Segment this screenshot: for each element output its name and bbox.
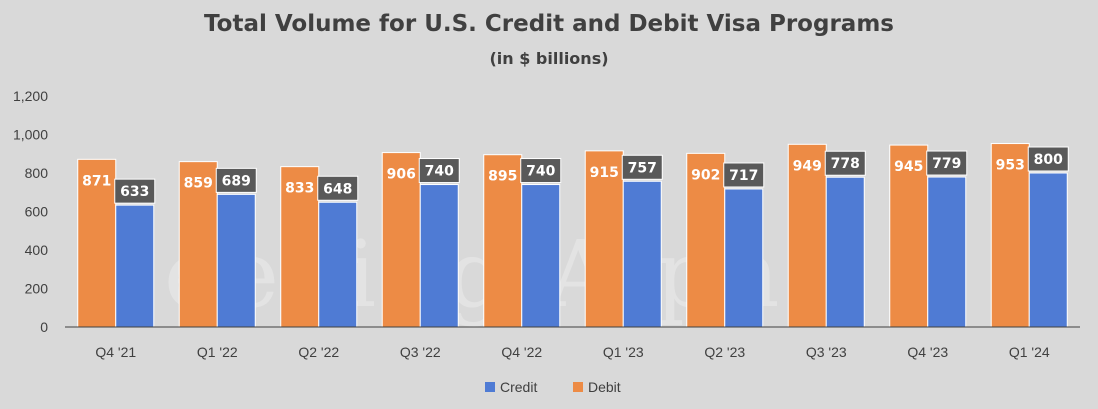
bar-credit [622, 180, 662, 328]
data-label-credit: 779 [932, 156, 961, 172]
x-category-label: Q1 '23 [603, 344, 644, 360]
data-label-credit: 717 [729, 168, 758, 184]
x-category-label: Q1 '24 [1009, 344, 1050, 360]
data-label-box-credit [215, 167, 257, 193]
x-category-label: Q2 '23 [704, 344, 745, 360]
data-label-debit: 953 [996, 158, 1025, 174]
data-label-debit: 859 [184, 176, 213, 192]
y-tick-label: 1,000 [13, 127, 48, 143]
y-axis: 0 200 400 600 800 1,000 1,200 [13, 88, 48, 335]
data-label-credit: 648 [323, 181, 352, 197]
y-tick-label: 400 [25, 242, 49, 258]
bar-debit [584, 150, 624, 328]
x-category-label: Q4 '23 [907, 344, 948, 360]
chart-title: Total Volume for U.S. Credit and Debit V… [204, 11, 894, 37]
legend-swatch-debit [573, 382, 583, 392]
data-label-box-credit [926, 150, 968, 176]
legend[interactable]: Credit Debit [485, 379, 621, 395]
y-tick-label: 200 [25, 281, 49, 297]
chart-subtitle: (in $ billions) [489, 49, 608, 68]
data-label-debit: 895 [488, 169, 517, 185]
legend-label-debit[interactable]: Debit [588, 379, 621, 395]
data-label-credit: 740 [526, 164, 555, 180]
data-label-box-credit [1027, 146, 1069, 172]
bar-debit [178, 161, 218, 328]
bar-credit [216, 193, 256, 328]
y-tick-label: 1,200 [13, 88, 48, 104]
x-category-label: Q3 '23 [806, 344, 847, 360]
data-label-box-credit [114, 178, 156, 204]
bar-credit [521, 184, 561, 328]
data-label-debit: 902 [691, 167, 720, 183]
bar-credit [1028, 172, 1068, 328]
data-label-credit: 800 [1034, 152, 1063, 168]
legend-swatch-credit [485, 382, 495, 392]
legend-label-credit[interactable]: Credit [500, 379, 537, 395]
x-category-label: Q3 '22 [400, 344, 441, 360]
x-axis-categories: Q4 '21 Q1 '22 Q2 '22 Q3 '22 Q4 '22 Q1 '23 Q2 '… [95, 344, 1050, 360]
x-category-label: Q4 '22 [501, 344, 542, 360]
bar-credit [927, 176, 967, 328]
bar-credit [825, 176, 865, 328]
bar-credit [724, 188, 764, 328]
bar-debit [77, 158, 117, 328]
data-label-debit: 915 [590, 165, 619, 181]
data-label-credit: 778 [831, 156, 860, 172]
data-labels-group: 871 633 859 689 833 648 906 740 895 740 915 757 902 7… [82, 146, 1069, 204]
data-label-box-credit [418, 158, 460, 184]
bar-credit [318, 201, 358, 328]
data-label-debit: 949 [793, 158, 822, 174]
x-category-label: Q1 '22 [197, 344, 238, 360]
data-label-debit: 833 [285, 181, 314, 197]
bar-debit [990, 143, 1030, 328]
y-tick-label: 800 [25, 165, 49, 181]
bar-debit [889, 144, 929, 328]
data-label-credit: 740 [425, 164, 454, 180]
data-label-debit: 871 [82, 173, 111, 189]
data-label-debit: 906 [387, 167, 416, 183]
data-label-debit: 945 [894, 159, 923, 175]
y-tick-label: 600 [25, 204, 49, 220]
data-label-box-credit [317, 175, 359, 201]
x-category-label: Q2 '22 [298, 344, 339, 360]
data-label-credit: 633 [120, 184, 149, 200]
bar-debit [483, 154, 523, 328]
x-category-label: Q4 '21 [95, 344, 136, 360]
data-label-credit: 689 [222, 173, 251, 189]
y-tick-label: 0 [40, 319, 48, 335]
data-label-credit: 757 [628, 160, 657, 176]
bars-group [77, 143, 1068, 328]
data-label-box-credit [520, 158, 562, 184]
data-label-box-credit [824, 150, 866, 176]
bar-credit [115, 204, 155, 328]
bar-credit [419, 184, 459, 328]
bar-debit [787, 143, 827, 328]
data-label-box-credit [723, 162, 765, 188]
data-label-box-credit [621, 154, 663, 180]
